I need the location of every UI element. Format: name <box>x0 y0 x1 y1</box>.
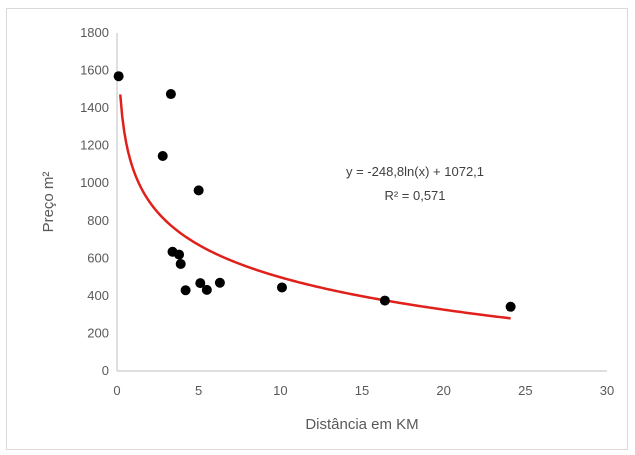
x-tick-label: 25 <box>518 383 532 398</box>
x-tick-label: 5 <box>195 383 202 398</box>
y-tick-label: 200 <box>87 325 109 340</box>
y-tick-label: 400 <box>87 288 109 303</box>
y-tick-label: 600 <box>87 250 109 265</box>
data-points <box>113 71 516 312</box>
data-point <box>165 89 176 100</box>
x-tick-label: 15 <box>355 383 369 398</box>
data-point <box>157 150 168 161</box>
x-tick-label: 10 <box>273 383 287 398</box>
y-tick-labels: 0 200 400 600 800 1000 1200 1400 1600 1800 <box>80 25 109 378</box>
trendline <box>119 94 511 320</box>
data-point <box>175 258 186 269</box>
trendline-equation: y = -248,8ln(x) + 1072,1 <box>346 164 484 179</box>
x-tick-label: 0 <box>113 383 120 398</box>
data-point <box>195 278 206 289</box>
data-point <box>201 284 212 295</box>
data-point <box>193 185 204 196</box>
data-point <box>379 295 390 306</box>
y-tick-label: 1600 <box>80 63 109 78</box>
data-point <box>174 249 185 260</box>
scatter-chart: 0 200 400 600 800 1000 1200 1400 1600 1800 0 5 10 15… <box>40 25 614 433</box>
y-tick-label: 1000 <box>80 175 109 190</box>
y-axis-title: Preço m² <box>40 172 57 233</box>
axes <box>116 33 607 372</box>
y-tick-label: 1400 <box>80 100 109 115</box>
x-axis-title: Distância em KM <box>305 416 418 433</box>
data-point <box>113 71 124 82</box>
trendline-r-squared: R² = 0,571 <box>384 188 445 203</box>
data-point <box>276 282 287 293</box>
x-tick-labels: 0 5 10 15 20 25 30 <box>113 383 614 398</box>
chart-frame: 0 200 400 600 800 1000 1200 1400 1600 1800 0 5 10 15… <box>6 8 628 450</box>
y-tick-label: 800 <box>87 213 109 228</box>
x-tick-label: 20 <box>436 383 450 398</box>
x-tick-label: 30 <box>600 383 614 398</box>
data-point <box>214 277 225 288</box>
y-tick-label: 0 <box>102 363 109 378</box>
data-point <box>180 285 191 296</box>
y-tick-label: 1200 <box>80 138 109 153</box>
data-point <box>505 301 516 312</box>
y-tick-label: 1800 <box>80 25 109 40</box>
